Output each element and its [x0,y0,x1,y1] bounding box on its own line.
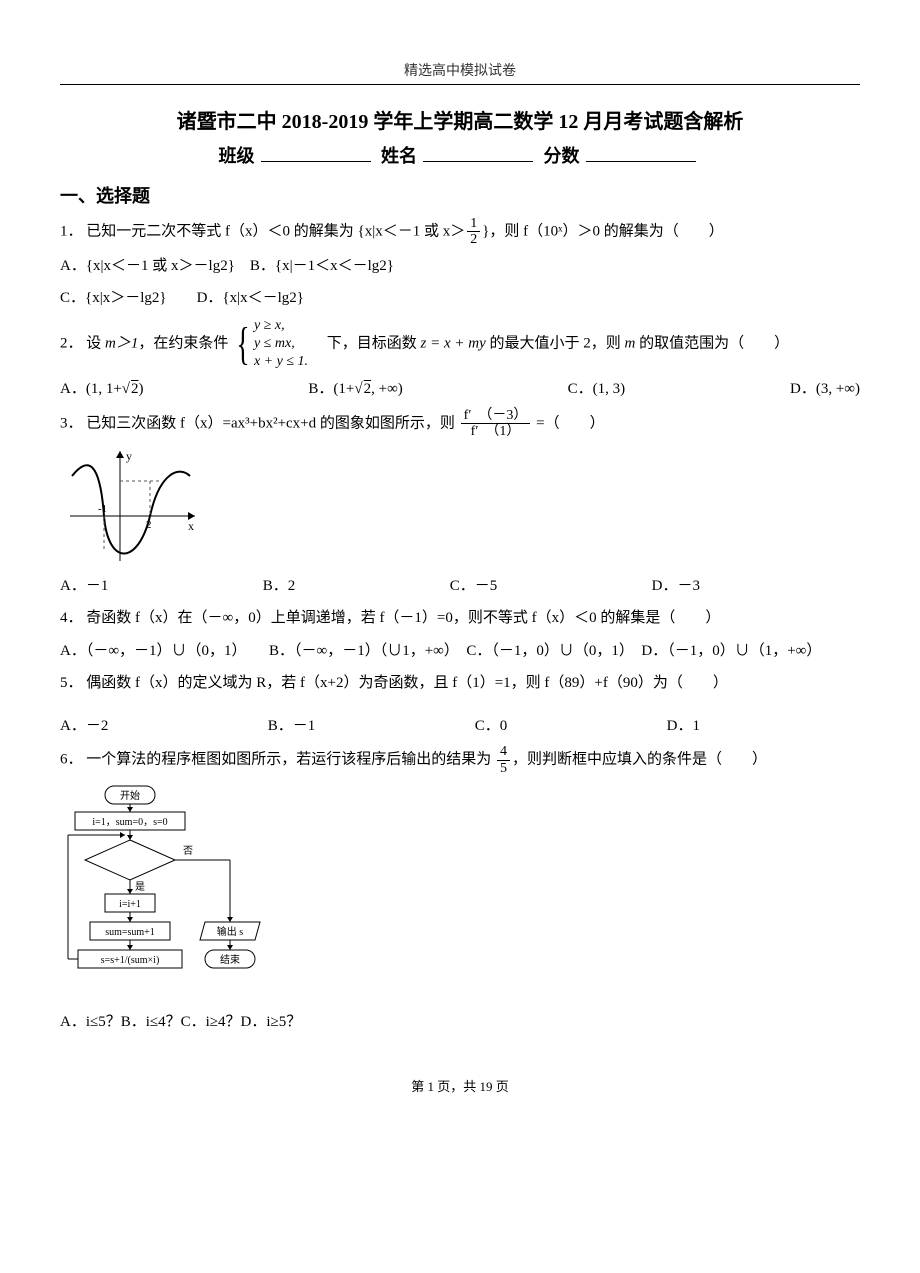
q3-optA: A．－1 [60,572,108,601]
q1-frac: 12 [467,216,480,248]
q3-tick-2: 2 [146,519,152,531]
q2-brace: { y ≥ x, y ≤ mx, x + y ≤ 1. [232,317,308,372]
q2-text-a: 2． 设 [60,336,105,352]
subheader-row: 班级 姓名 分数 [60,142,860,168]
page-header-small: 精选高中模拟试卷 [60,60,860,80]
q6-text-a: 6． 一个算法的程序框图如图所示，若运行该程序后输出的结果为 [60,751,495,767]
q3-text-a: 3． 已知三次函数 f（x）=ax³+bx²+cx+d 的图象如图所示，则 [60,415,459,431]
flow-step3: s=s+1/(sum×i) [101,955,160,966]
flow-yes: 是 [135,881,145,893]
flow-start: 开始 [120,789,140,802]
q2-optA-sqrt: 2 [130,381,139,397]
q6-flowchart: 开始 i=1，sum=0，s=0 否 是 i=i+1 sum=sum+1 s=s… [60,782,280,1002]
footer-total: 19 [480,1079,493,1094]
flow-init: i=1，sum=0，s=0 [92,817,167,828]
q3-optC: C．－5 [450,572,498,601]
q2-optA-pre: A．(1, 1+ [60,381,122,397]
page-title: 诸暨市二中 2018-2019 学年上学期高二数学 12 月月考试题含解析 [60,105,860,134]
q1-text-b: }，则 f（10ˣ）＞0 的解集为（ ） [482,223,724,239]
q2-optD: D．(3, +∞) [790,375,860,404]
q2-optA-post: ) [139,381,144,397]
q3-tick-neg1: -1 [98,503,107,515]
header-rule [60,84,860,85]
q6-text-b: ，则判断框中应填入的条件是（ ） [512,751,767,767]
q4-stem: 4． 奇函数 f（x）在（－∞，0）上单调递增，若 f（－1）=0，则不等式 f… [60,604,860,633]
q4-options: A．（－∞，－1）∪（0，1） B．（－∞，－1）（∪1，+∞） C．（－1，0… [60,637,860,666]
q3-text-b: =（ ） [532,415,604,431]
q1-frac-den: 2 [467,232,480,247]
q2-m2: m [625,336,636,352]
q2-line2: y ≤ mx, [254,336,295,351]
q3-optD: D．－3 [652,572,700,601]
q2-optC: C．(1, 3) [568,375,626,404]
section-heading-1: 一、选择题 [60,182,860,208]
footer-post: 页 [493,1079,509,1094]
flow-step2: sum=sum+1 [105,927,155,938]
q1-opts-cd: C．{x|x＞－lg2} D．{x|x＜－lg2} [60,284,860,313]
q2-stem: 2． 设 m＞1，在约束条件 { y ≥ x, y ≤ mx, x + y ≤ … [60,317,860,372]
q3-stem: 3． 已知三次函数 f（x）=ax³+bx²+cx+d 的图象如图所示，则 f′… [60,408,860,440]
q3-frac-den: f′ （1） [461,424,531,439]
q2-optB-pre: B．(1+ [308,381,354,397]
q2-text-d: 的最大值小于 2，则 [486,336,625,352]
q2-line3: x + y ≤ 1. [254,354,308,369]
q3-options: A．－1 B．2 C．－5 D．－3 [60,572,700,601]
score-blank [586,143,696,162]
q2-optB-post: , +∞) [371,381,403,397]
q5-optC: C．0 [475,712,508,741]
q2-z: z = x + my [421,336,486,352]
name-label: 姓名 [381,146,417,166]
page-footer: 第 1 页，共 19 页 [60,1076,860,1095]
q6-options: A．i≤5？B．i≤4？C．i≥4？D．i≥5？ [60,1008,860,1037]
q3-frac-num: f′ （－3） [461,408,531,424]
q1-stem: 1． 已知一元二次不等式 f（x）＜0 的解集为 {x|x＜－1 或 x＞12}… [60,216,860,248]
flow-end: 结束 [220,953,240,966]
q3-xlabel: x [188,519,194,533]
q2-optB: B．(1+√2, +∞) [308,375,402,404]
q1-text-a: 1． 已知一元二次不等式 f（x）＜0 的解集为 {x|x＜－1 或 x＞ [60,223,465,239]
footer-mid: 页，共 [434,1079,480,1094]
q5-stem: 5． 偶函数 f（x）的定义域为 R，若 f（x+2）为奇函数，且 f（1）=1… [60,669,860,698]
class-blank [261,143,371,162]
name-blank [423,143,533,162]
q2-text-b: ，在约束条件 [138,336,228,352]
q6-frac: 45 [497,744,510,776]
q5-optB: B．－1 [268,712,316,741]
q5-optA: A．－2 [60,712,108,741]
q2-text-c: 下，目标函数 [312,336,421,352]
q6-stem: 6． 一个算法的程序框图如图所示，若运行该程序后输出的结果为 45，则判断框中应… [60,744,860,776]
q1-opts-ab: A．{x|x＜－1 或 x＞－lg2} B．{x|－1＜x＜－lg2} [60,252,860,281]
flow-no: 否 [183,845,193,857]
q3-graph: y x -1 2 [60,446,200,566]
q3-frac: f′ （－3）f′ （1） [461,408,531,440]
q2-options: A．(1, 1+√2) B．(1+√2, +∞) C．(1, 3) D．(3, … [60,375,860,404]
q2-optB-sqrt: 2 [363,381,372,397]
footer-pre: 第 [411,1079,427,1094]
class-label: 班级 [219,146,255,166]
q6-frac-den: 5 [497,761,510,776]
score-label: 分数 [544,146,580,166]
q5-options: A．－2 B．－1 C．0 D．1 [60,712,700,741]
q2-text-e: 的取值范围为（ ） [635,336,789,352]
q6-frac-num: 4 [497,744,510,760]
flow-step1: i=i+1 [119,899,141,910]
q5-optD: D．1 [667,712,700,741]
flow-out: 输出 s [217,925,243,938]
q1-frac-num: 1 [467,216,480,232]
q2-m1: m＞1 [105,336,138,352]
q2-optA: A．(1, 1+√2) [60,375,144,404]
q3-optB: B．2 [263,572,296,601]
q2-line1: y ≥ x, [254,318,285,333]
q3-ylabel: y [126,449,132,463]
